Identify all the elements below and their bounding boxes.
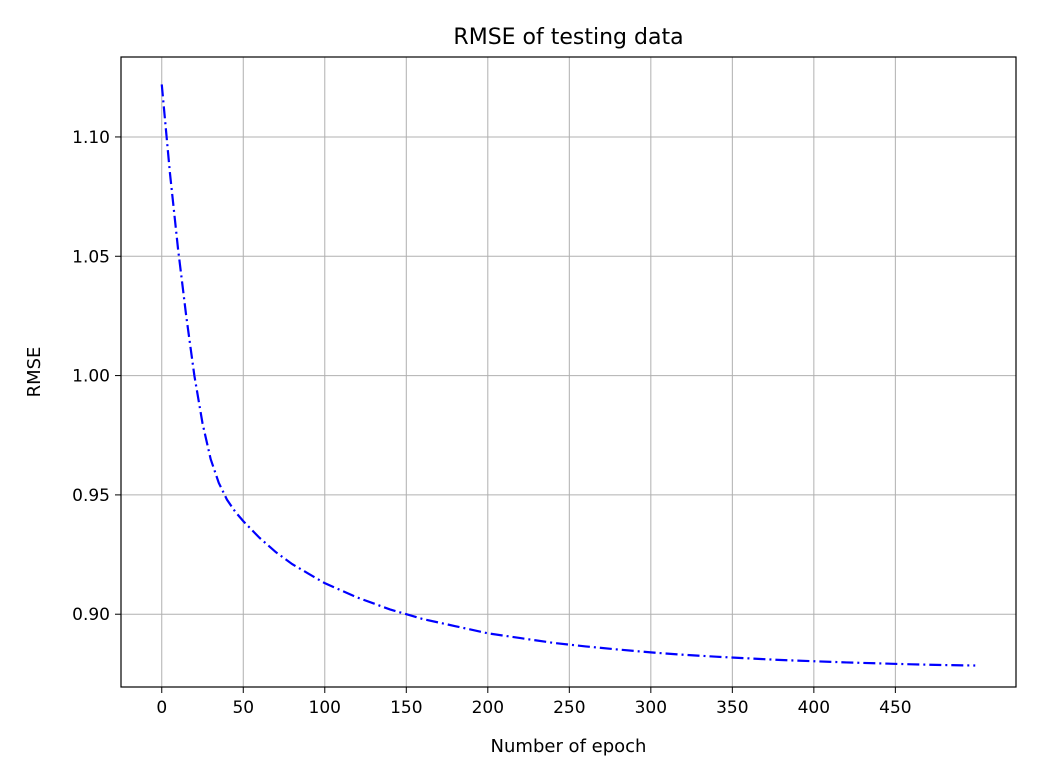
y-tick-label: 1.10: [72, 128, 110, 148]
x-axis-label: Number of epoch: [491, 736, 647, 757]
y-tick-label: 0.90: [72, 605, 110, 625]
plot-frame: [120, 56, 1017, 688]
x-tick-label: 350: [716, 698, 748, 718]
y-tick-label: 1.00: [72, 367, 110, 387]
series-line-0: [160, 84, 976, 667]
x-tick-label: 400: [798, 698, 830, 718]
grid: [121, 57, 1016, 687]
y-axis-label: RMSE: [24, 347, 45, 398]
x-tick-label: 300: [635, 698, 667, 718]
ticks: 0 50 100 150 200 250 300 350 400 450 0.90 0.95 1.00 1…: [72, 128, 911, 718]
chart-title: RMSE of testing data: [453, 25, 683, 50]
x-tick-label: 250: [553, 698, 585, 718]
x-tick-label: 50: [232, 698, 254, 718]
y-tick-label: 1.05: [72, 247, 110, 267]
x-tick-label: 450: [879, 698, 911, 718]
y-tick-label: 0.95: [72, 486, 110, 506]
x-tick-label: 150: [390, 698, 422, 718]
x-tick-label: 100: [309, 698, 341, 718]
series-layer: [160, 84, 976, 667]
x-tick-label: 0: [156, 698, 167, 718]
x-tick-label: 200: [472, 698, 504, 718]
